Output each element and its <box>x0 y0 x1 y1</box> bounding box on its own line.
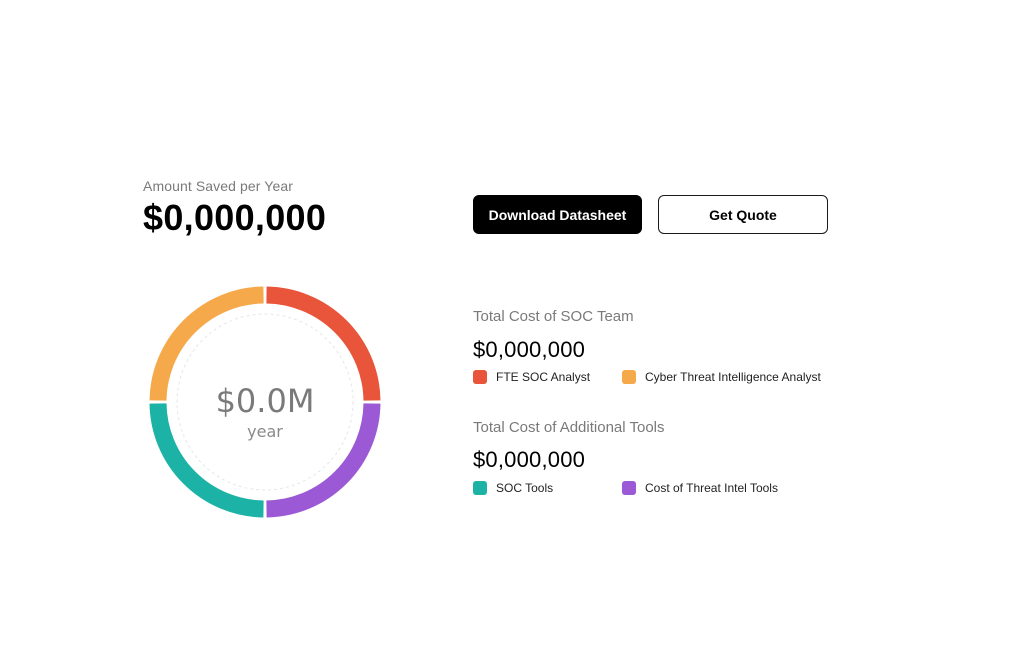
legend-swatch <box>622 370 636 384</box>
donut-segment-soc-tools <box>149 403 264 518</box>
savings-donut-chart <box>149 286 381 518</box>
additional-tools-title: Total Cost of Additional Tools <box>473 419 665 436</box>
get-quote-button[interactable]: Get Quote <box>658 195 828 234</box>
legend-item-soc-tools: SOC Tools <box>473 481 553 495</box>
soc-team-title: Total Cost of SOC Team <box>473 308 634 325</box>
donut-segment-cost-of-threat-intel-tools <box>266 403 381 518</box>
donut-inner-guide <box>176 313 354 491</box>
donut-center-unit: year <box>247 422 283 441</box>
donut-segment-fte-soc-analyst <box>266 286 381 401</box>
donut-center-value: $0.0M <box>215 382 315 420</box>
donut-segment-cyber-threat-intelligence-analyst <box>149 286 264 401</box>
legend-label: SOC Tools <box>496 481 554 495</box>
legend-swatch <box>473 481 487 495</box>
legend-label: Cost of Threat Intel Tools <box>645 481 778 495</box>
legend-label: Cyber Threat Intelligence Analyst <box>645 370 821 384</box>
amount-saved-label: Amount Saved per Year <box>143 178 293 194</box>
download-datasheet-button[interactable]: Download Datasheet <box>473 195 642 234</box>
additional-tools-amount: $0,000,000 <box>473 447 586 472</box>
legend-item-cti-analyst: Cyber Threat Intelligence Analyst <box>622 370 821 384</box>
soc-team-amount: $0,000,000 <box>473 337 586 362</box>
amount-saved-value: $0,000,000 <box>143 197 327 238</box>
legend-item-threat-intel-tools: Cost of Threat Intel Tools <box>622 481 778 495</box>
legend-swatch <box>622 481 636 495</box>
legend-swatch <box>473 370 487 384</box>
legend-item-fte-soc-analyst: FTE SOC Analyst <box>473 370 590 384</box>
legend-label: FTE SOC Analyst <box>496 370 591 384</box>
